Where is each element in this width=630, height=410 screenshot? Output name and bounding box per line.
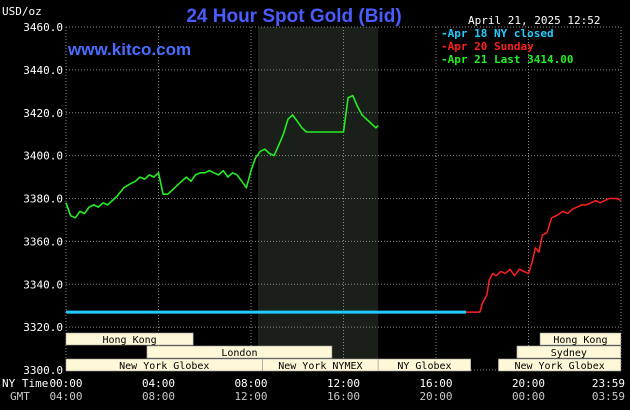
x-tick-label-ny: 20:00 xyxy=(512,377,545,390)
y-tick-label: 3460.0 xyxy=(23,21,63,34)
y-tick-label: 3400.0 xyxy=(23,150,63,163)
timestamp: April 21, 2025 12:52 xyxy=(468,14,600,27)
x-axis-ticks: 00:0004:0004:0008:0008:0012:0012:0016:00… xyxy=(49,377,625,403)
x-tick-label-ny: 16:00 xyxy=(419,377,452,390)
x-tick-label-gmt: 04:00 xyxy=(49,390,82,403)
market-session-label: London xyxy=(221,348,257,359)
x-tick-label-gmt: 20:00 xyxy=(419,390,452,403)
x-tick-label-ny: 08:00 xyxy=(234,377,267,390)
x-tick-label-gmt: 16:00 xyxy=(327,390,360,403)
market-session-box xyxy=(377,358,471,372)
market-session-label: Hong Kong xyxy=(553,335,607,346)
y-tick-label: 3320.0 xyxy=(23,321,63,334)
website-link[interactable]: www.kitco.com xyxy=(67,40,191,59)
market-session-label: NY Globex xyxy=(397,361,451,372)
ny-time-label: NY Time xyxy=(2,377,48,390)
x-tick-label-ny: 12:00 xyxy=(327,377,360,390)
market-session-box xyxy=(146,345,333,359)
legend-item-ny-closed: -Apr 18 NY closed xyxy=(441,27,554,40)
market-session-bands: Hong Kong London New York Globex New York N… xyxy=(65,332,622,372)
x-tick-label-ny: 23:59 xyxy=(592,377,625,390)
x-tick-label-gmt: 08:00 xyxy=(142,390,175,403)
x-tick-label-ny: 00:00 xyxy=(49,377,82,390)
price-series xyxy=(65,94,622,314)
market-session-label: New York Globex xyxy=(514,361,604,372)
market-session-box xyxy=(516,345,622,359)
series-line xyxy=(466,197,622,313)
unit-label: USD/oz xyxy=(2,5,42,18)
chart-title: 24 Hour Spot Gold (Bid) xyxy=(186,6,401,27)
market-session-label: Sydney xyxy=(551,348,587,359)
market-session-label: New York NYMEX xyxy=(278,361,362,372)
y-tick-label: 3360.0 xyxy=(23,235,63,248)
y-tick-label: 3380.0 xyxy=(23,193,63,206)
market-session-box xyxy=(539,332,622,346)
market-session-box xyxy=(498,358,622,372)
y-axis-ticks: 3300.0 3320.0 3340.0 3360.0 3380.0 3400.0 3420… xyxy=(23,21,63,377)
y-tick-label: 3440.0 xyxy=(23,64,63,77)
legend-item-last: -Apr 21 Last 3414.00 xyxy=(441,53,573,66)
x-tick-label-ny: 04:00 xyxy=(142,377,175,390)
market-session-box xyxy=(65,332,194,346)
market-session-label: New York Globex xyxy=(119,361,209,372)
x-tick-label-gmt: 12:00 xyxy=(234,390,267,403)
x-tick-label-gmt: 03:59 xyxy=(592,390,625,403)
y-tick-label: 3420.0 xyxy=(23,107,63,120)
gmt-label: GMT xyxy=(10,390,30,403)
y-tick-label: 3340.0 xyxy=(23,278,63,291)
x-tick-label-gmt: 00:00 xyxy=(512,390,545,403)
legend: -Apr 18 NY closed -Apr 20 Sunday -Apr 21… xyxy=(441,27,573,66)
legend-item-sunday: -Apr 20 Sunday xyxy=(441,40,534,53)
market-session-label: Hong Kong xyxy=(103,335,157,346)
series-line xyxy=(65,94,379,219)
y-tick-label: 3300.0 xyxy=(23,364,63,377)
